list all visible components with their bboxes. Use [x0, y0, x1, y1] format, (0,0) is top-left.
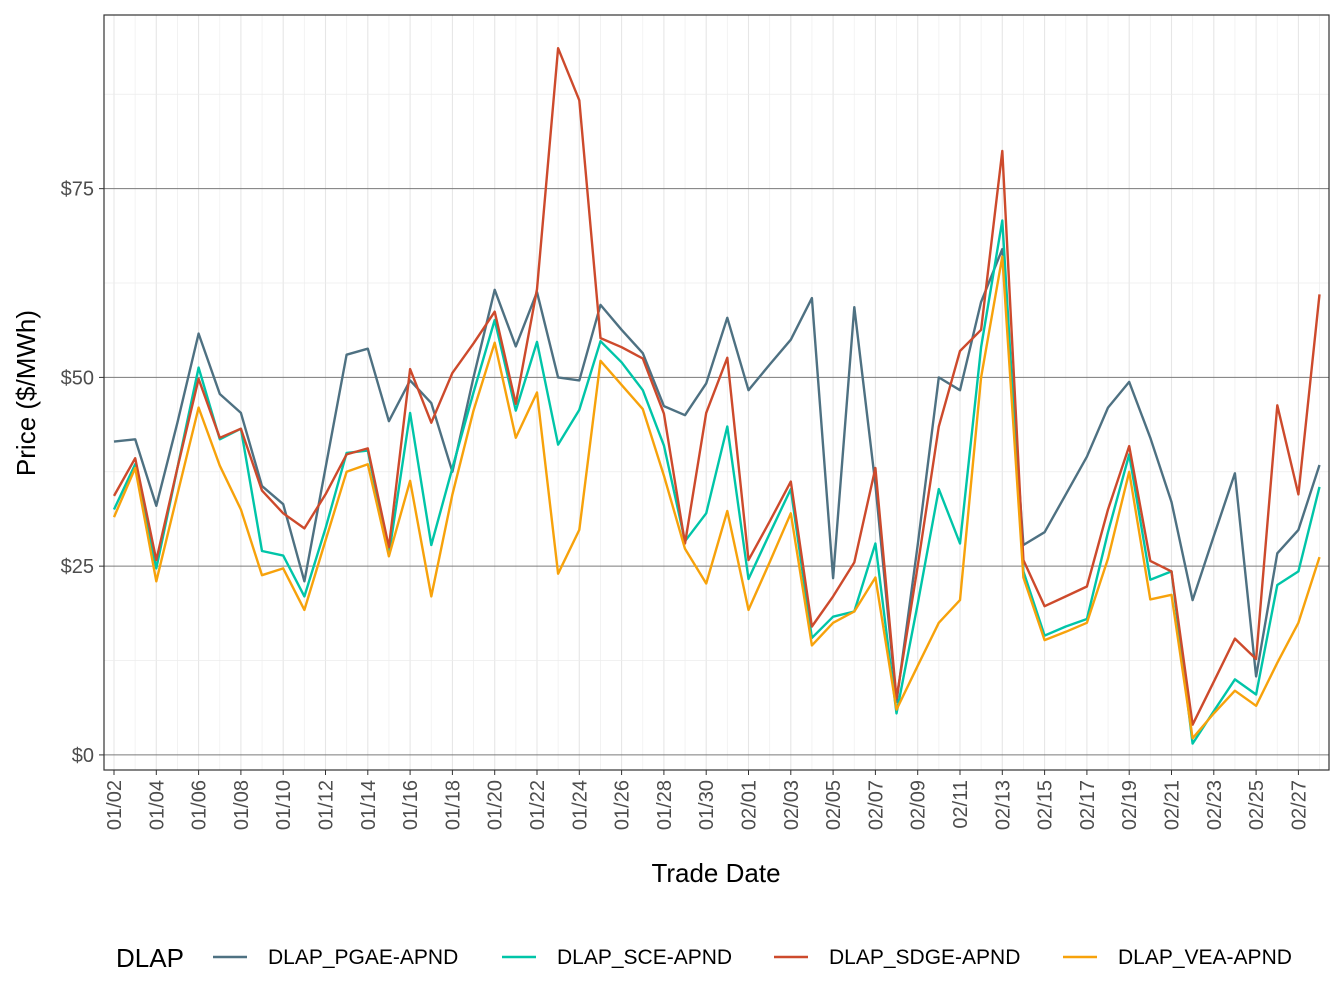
x-tick-label: 02/27	[1288, 780, 1310, 830]
series-lines	[112, 47, 1321, 745]
legend-label: DLAP_VEA-APND	[1118, 946, 1292, 969]
x-tick-label: 02/05	[823, 780, 845, 830]
series-line-DLAP_VEA-APND	[112, 255, 1321, 740]
grid-lines	[104, 15, 1329, 770]
y-tick-label: $75	[61, 179, 94, 201]
x-tick-label: 01/24	[569, 780, 591, 830]
x-tick-label: 01/06	[189, 780, 211, 830]
panel-border	[103, 14, 1330, 771]
x-tick-label: 01/18	[442, 780, 464, 830]
x-tick-label: 01/04	[146, 780, 168, 830]
x-tick-label: 01/28	[654, 780, 676, 830]
y-tick-label: $0	[72, 745, 94, 767]
x-tick-label: 02/07	[865, 780, 887, 830]
legend: DLAP DLAP_PGAE-APND DLAP_SCE-APND DLAP_SDG…	[116, 943, 1292, 973]
x-tick-label: 01/22	[527, 780, 549, 830]
x-tick-label: 01/20	[485, 780, 507, 830]
plot-panel	[104, 15, 1329, 770]
x-tick-label: 01/10	[273, 780, 295, 830]
x-tick-label: 02/13	[992, 780, 1014, 830]
y-axis: $0 $25 $50 $75	[61, 179, 104, 767]
legend-title: DLAP	[116, 943, 184, 973]
x-tick-label: 02/19	[1119, 780, 1141, 830]
x-tick-label: 02/11	[950, 780, 972, 829]
x-tick-label: 01/16	[400, 780, 422, 830]
legend-label: DLAP_SCE-APND	[557, 946, 732, 969]
x-axis-title: Trade Date	[651, 858, 780, 888]
series-line-DLAP_SCE-APND	[112, 219, 1321, 745]
series-line-DLAP_PGAE-APND	[113, 247, 1321, 704]
x-tick-label: 02/15	[1035, 780, 1057, 830]
x-tick-label: 02/03	[781, 780, 803, 830]
x-tick-label: 02/25	[1246, 780, 1268, 830]
x-tick-label: 01/02	[104, 780, 126, 830]
x-tick-label: 01/30	[696, 780, 718, 830]
series-line-DLAP_SDGE-APND	[112, 47, 1321, 726]
y-axis-title: Price ($/MWh)	[11, 310, 41, 476]
x-tick-label: 02/21	[1162, 780, 1184, 830]
x-tick-label: 01/14	[358, 780, 380, 830]
y-tick-label: $25	[61, 556, 94, 578]
x-tick-label: 02/09	[908, 780, 930, 830]
legend-label: DLAP_SDGE-APND	[829, 946, 1020, 969]
x-tick-label: 02/23	[1204, 780, 1226, 830]
x-tick-label: 02/01	[739, 780, 761, 830]
x-tick-label: 01/08	[231, 780, 253, 830]
x-tick-label: 02/17	[1077, 780, 1099, 830]
y-tick-label: $50	[61, 367, 94, 389]
x-tick-label: 01/12	[316, 780, 338, 830]
legend-label: DLAP_PGAE-APND	[268, 946, 458, 969]
x-axis: 01/02 01/04 01/06 01/08 01/10 01/12 01/14 01/16…	[104, 770, 1310, 830]
x-tick-label: 01/26	[612, 780, 634, 830]
